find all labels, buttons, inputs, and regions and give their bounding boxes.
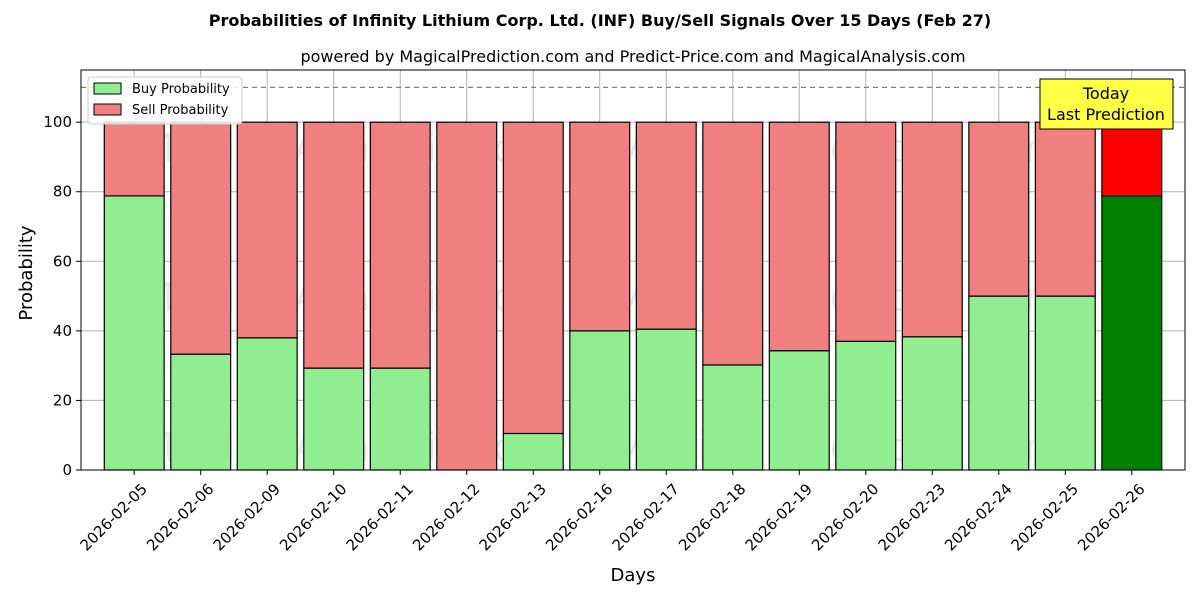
legend: Buy Probability Sell Probability [87, 76, 243, 125]
bar-sell [1101, 121, 1163, 197]
y-tick-label: 100 [43, 113, 72, 131]
y-axis-label: Probability [16, 225, 37, 320]
bar-sell [303, 121, 365, 369]
chart-subtitle: powered by MagicalPrediction.com and Pre… [300, 47, 965, 66]
bar-buy [1034, 295, 1096, 471]
bars [103, 121, 1163, 471]
bar-sell [369, 121, 431, 369]
bar-sell [569, 121, 631, 332]
bar-sell [901, 121, 963, 338]
legend-label-buy: Buy Probability [132, 82, 230, 97]
bar-buy [968, 295, 1030, 471]
bar-buy [170, 353, 232, 471]
bar-buy [369, 367, 431, 471]
bar-sell [170, 121, 232, 355]
legend-swatch-buy [93, 82, 122, 95]
bar-buy [236, 337, 298, 471]
bar-sell [1034, 121, 1096, 297]
y-tick-label: 60 [53, 252, 72, 270]
y-tick-label: 20 [53, 391, 72, 409]
bar-sell [236, 121, 298, 339]
y-tick-label: 80 [53, 183, 72, 201]
bar-sell [702, 121, 764, 366]
legend-swatch-sell [93, 103, 122, 116]
bar-sell [768, 121, 830, 352]
y-axis-ticks: 0 20 40 60 80 100 [43, 113, 81, 479]
today-annotation: Today Last Prediction [1039, 78, 1174, 130]
bar-sell [502, 121, 564, 435]
legend-label-sell: Sell Probability [132, 103, 229, 118]
bar-sell [635, 121, 697, 330]
annotation-line-1: Today [1082, 84, 1129, 103]
bar-sell [968, 121, 1030, 297]
x-axis-label: Days [611, 565, 656, 586]
bar-buy [635, 328, 697, 471]
chart-title: Probabilities of Infinity Lithium Corp. … [209, 11, 991, 30]
legend-box [87, 76, 243, 125]
y-tick-label: 40 [53, 322, 72, 340]
bar-sell [103, 121, 165, 197]
bar-buy [502, 432, 564, 471]
bar-buy [835, 340, 897, 471]
bar-buy [1101, 195, 1163, 471]
bar-buy [901, 336, 963, 471]
bar-buy [569, 330, 631, 471]
annotation-line-2: Last Prediction [1047, 105, 1165, 124]
bar-buy [303, 367, 365, 471]
bar-sell [436, 121, 498, 471]
y-tick-label: 0 [62, 461, 72, 479]
bar-sell [835, 121, 897, 342]
plot-frame [80, 69, 1186, 471]
bar-buy [768, 350, 830, 471]
bar-buy [702, 364, 764, 471]
bar-buy [103, 195, 165, 471]
annotation-box [1039, 78, 1174, 130]
